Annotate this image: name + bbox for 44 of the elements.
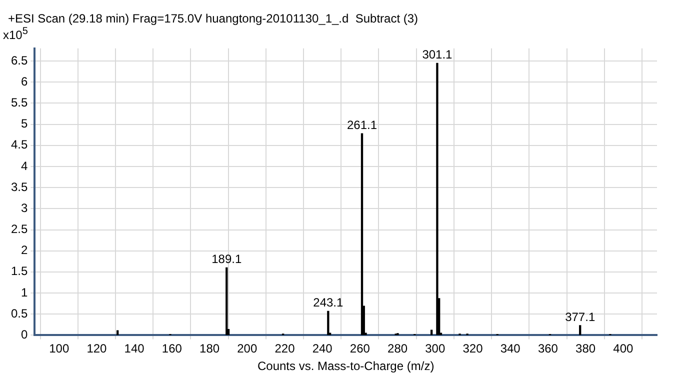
y-tick-label: 6.5 xyxy=(10,53,28,68)
x-tick-label: 140 xyxy=(124,342,145,356)
y-tick-label: 0 xyxy=(20,328,28,342)
x-tick-label: 340 xyxy=(500,342,521,356)
annotation: 189.1 xyxy=(212,252,242,266)
x-tick-label: 400 xyxy=(613,342,634,356)
bar xyxy=(579,325,582,336)
annotation: 377.1 xyxy=(565,310,596,324)
y-tick-label: 5.5 xyxy=(10,96,28,110)
x-tick-label: 180 xyxy=(200,342,220,356)
y-tick-label: 4.5 xyxy=(10,138,28,152)
y-tick-label: 4 xyxy=(20,158,28,173)
x-tick-label: 280 xyxy=(388,342,408,356)
x-tick-label: 100 xyxy=(49,342,70,356)
x-tick-label: 240 xyxy=(312,342,333,356)
x-tick-label: 300 xyxy=(425,342,446,356)
bar xyxy=(116,330,119,336)
y-tick-label: 1.5 xyxy=(10,264,28,278)
bar xyxy=(226,267,228,336)
x-tick-label: 380 xyxy=(576,342,596,356)
y-tick-label: 3.5 xyxy=(10,180,28,194)
y-tick-label: 6 xyxy=(20,74,28,88)
annotation: 301.1 xyxy=(422,47,453,62)
y-tick-label: 1 xyxy=(20,285,28,300)
x-axis-title: Counts vs. Mass-to-Charge (m/z) xyxy=(257,359,434,374)
x-tick-label: 360 xyxy=(538,342,558,356)
x-tick-label: 320 xyxy=(462,342,484,356)
y-tick-label: 0.5 xyxy=(10,306,28,320)
y-axis-title: x10$^{5}$ xyxy=(3,26,28,42)
x-tick-label: 220 xyxy=(274,342,296,356)
bar xyxy=(436,62,438,336)
bar xyxy=(327,310,330,336)
x-tick-label: 260 xyxy=(350,342,370,356)
y-tick-label: 2 xyxy=(20,243,28,258)
y-tick-label: 3 xyxy=(20,200,28,215)
x-tick-label: 160 xyxy=(162,342,182,356)
chart-title: +ESI Scan (29.18 min) Frag=175.0V huangtong-20101130_1_.d Subtract (3) xyxy=(8,12,418,26)
x-tick-label: 200 xyxy=(237,342,258,356)
annotation: 261.1 xyxy=(346,118,378,132)
y-tick-label: 5 xyxy=(20,116,28,131)
x-tick-label: 120 xyxy=(86,342,108,356)
y-tick-label: 2.5 xyxy=(10,222,28,236)
annotation: 243.1 xyxy=(313,295,344,310)
bar xyxy=(360,133,364,336)
